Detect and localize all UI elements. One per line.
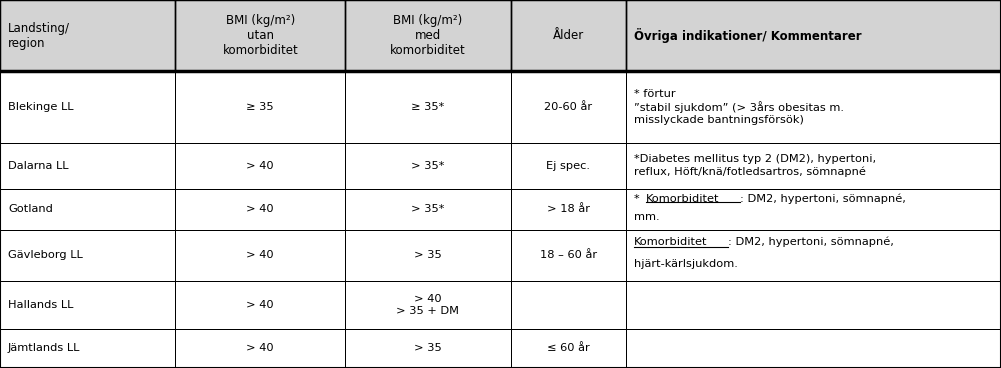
Bar bbox=[626, 280, 1001, 329]
Bar bbox=[0, 230, 175, 280]
Text: > 40: > 40 bbox=[246, 160, 274, 171]
Bar bbox=[345, 188, 511, 230]
Bar bbox=[175, 0, 345, 71]
Bar bbox=[511, 71, 626, 142]
Text: ≥ 35*: ≥ 35* bbox=[411, 102, 444, 112]
Text: > 40: > 40 bbox=[246, 204, 274, 214]
Text: 18 – 60 år: 18 – 60 år bbox=[540, 250, 597, 260]
Text: : DM2, hypertoni, sömnapné,: : DM2, hypertoni, sömnapné, bbox=[741, 193, 906, 204]
Text: Komorbiditet: Komorbiditet bbox=[634, 237, 707, 247]
Text: mm.: mm. bbox=[634, 212, 660, 222]
Bar bbox=[626, 329, 1001, 368]
Bar bbox=[0, 188, 175, 230]
Bar bbox=[175, 230, 345, 280]
Text: BMI (kg/m²)
utan
komorbiditet: BMI (kg/m²) utan komorbiditet bbox=[222, 14, 298, 57]
Bar bbox=[511, 329, 626, 368]
Bar bbox=[511, 0, 626, 71]
Text: Ålder: Ålder bbox=[553, 29, 584, 42]
Text: Blekinge LL: Blekinge LL bbox=[8, 102, 73, 112]
Bar bbox=[511, 280, 626, 329]
Text: Ej spec.: Ej spec. bbox=[547, 160, 590, 171]
Bar bbox=[345, 230, 511, 280]
Text: *Diabetes mellitus typ 2 (DM2), hypertoni,
reflux, Höft/knä/fotledsartros, sömna: *Diabetes mellitus typ 2 (DM2), hyperton… bbox=[634, 155, 876, 177]
Text: * Komorbiditet: * Komorbiditet bbox=[634, 194, 717, 204]
Text: Komorbiditet: Komorbiditet bbox=[646, 194, 719, 204]
Bar bbox=[345, 280, 511, 329]
Text: * förtur
”stabil sjukdom” (> 3års obesitas m.
misslyckade bantningsförsök): * förtur ”stabil sjukdom” (> 3års obesit… bbox=[634, 89, 844, 125]
Bar bbox=[0, 329, 175, 368]
Text: ≥ 35: ≥ 35 bbox=[246, 102, 274, 112]
Bar bbox=[175, 142, 345, 188]
Text: : DM2, hypertoni, sömnapné,: : DM2, hypertoni, sömnapné, bbox=[729, 237, 894, 247]
Text: Dalarna LL: Dalarna LL bbox=[8, 160, 68, 171]
Bar bbox=[0, 0, 175, 71]
Bar bbox=[345, 71, 511, 142]
Text: > 40: > 40 bbox=[246, 250, 274, 260]
Text: Gotland: Gotland bbox=[8, 204, 53, 214]
Bar bbox=[175, 329, 345, 368]
Bar bbox=[175, 71, 345, 142]
Text: > 40: > 40 bbox=[246, 343, 274, 353]
Text: BMI (kg/m²)
med
komorbiditet: BMI (kg/m²) med komorbiditet bbox=[390, 14, 465, 57]
Text: hjärt-kärlsjukdom.: hjärt-kärlsjukdom. bbox=[634, 259, 738, 269]
Text: > 35*: > 35* bbox=[411, 204, 444, 214]
Bar bbox=[511, 142, 626, 188]
Bar bbox=[511, 188, 626, 230]
Bar bbox=[345, 0, 511, 71]
Bar bbox=[0, 280, 175, 329]
Text: 20-60 år: 20-60 år bbox=[544, 102, 593, 112]
Text: Landsting/
region: Landsting/ region bbox=[8, 22, 70, 50]
Bar bbox=[345, 142, 511, 188]
Text: > 35*: > 35* bbox=[411, 160, 444, 171]
Bar bbox=[626, 71, 1001, 142]
Text: Komorbiditet: Komorbiditet bbox=[634, 237, 707, 247]
Bar bbox=[626, 0, 1001, 71]
Bar bbox=[626, 188, 1001, 230]
Text: > 35: > 35 bbox=[414, 343, 441, 353]
Bar bbox=[0, 71, 175, 142]
Text: *: * bbox=[634, 194, 643, 204]
Bar bbox=[175, 188, 345, 230]
Bar bbox=[175, 280, 345, 329]
Text: > 40
> 35 + DM: > 40 > 35 + DM bbox=[396, 294, 459, 315]
Bar bbox=[511, 230, 626, 280]
Text: > 18 år: > 18 år bbox=[547, 204, 590, 214]
Text: Gävleborg LL: Gävleborg LL bbox=[8, 250, 83, 260]
Text: ≤ 60 år: ≤ 60 år bbox=[547, 343, 590, 353]
Bar bbox=[0, 142, 175, 188]
Bar bbox=[626, 142, 1001, 188]
Text: > 35: > 35 bbox=[414, 250, 441, 260]
Text: Jämtlands LL: Jämtlands LL bbox=[8, 343, 80, 353]
Text: > 40: > 40 bbox=[246, 300, 274, 310]
Text: Övriga indikationer/ Kommentarer: Övriga indikationer/ Kommentarer bbox=[634, 28, 861, 43]
Bar bbox=[345, 329, 511, 368]
Text: Hallands LL: Hallands LL bbox=[8, 300, 73, 310]
Bar bbox=[626, 230, 1001, 280]
